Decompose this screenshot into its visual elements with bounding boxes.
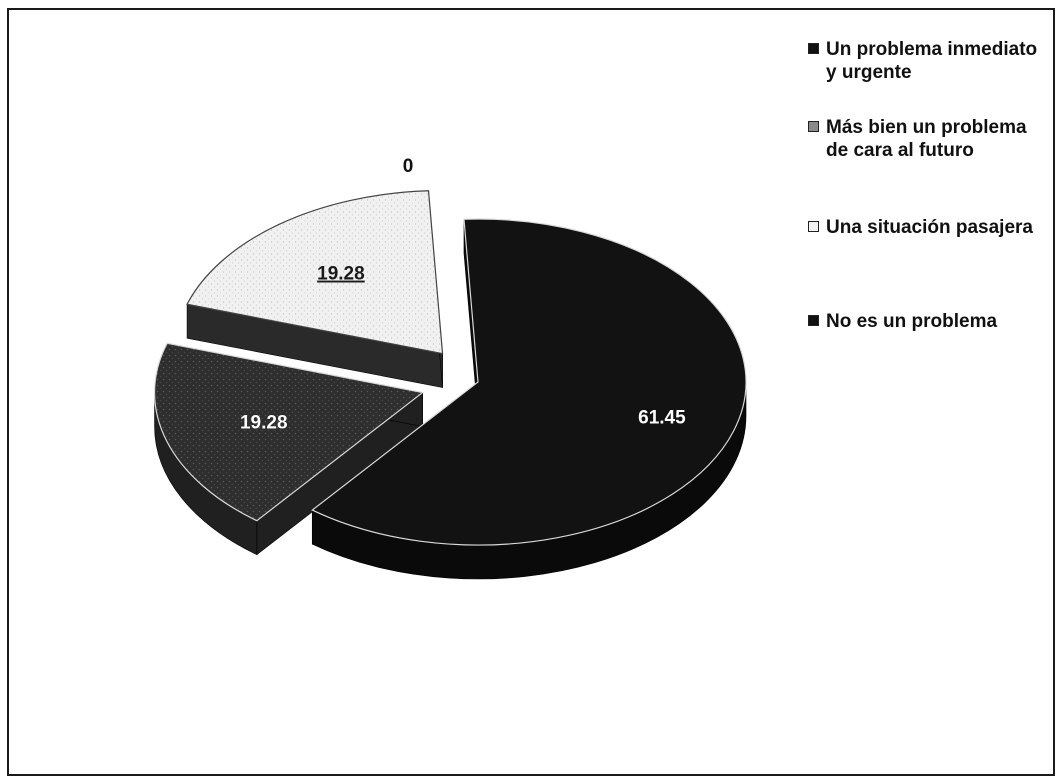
legend-label-inmediato: Un problema inmediato y urgente [826, 39, 1038, 83]
legend-swatch-futuro [808, 121, 819, 132]
legend-label-no-problema: No es un problema [826, 311, 998, 332]
legend-swatch-inmediato [808, 43, 819, 54]
label-no-problema: 0 [403, 156, 414, 177]
legend-item-no-problema: No es un problema [808, 310, 1048, 333]
legend-swatch-pasajera [808, 221, 819, 232]
legend-swatch-no-problema [808, 315, 819, 326]
slice-inmediato [311, 218, 747, 546]
legend-label-futuro: Más bien un problema de cara al futuro [826, 117, 1027, 161]
legend-label-pasajera: Una situación pasajera [826, 217, 1033, 238]
label-inmediato: 61.45 [638, 407, 686, 428]
label-pasajera: 19.28 [317, 264, 365, 285]
legend-item-pasajera: Una situación pasajera [808, 216, 1048, 239]
legend-item-inmediato: Un problema inmediato y urgente [808, 38, 1048, 84]
pie-labels: 61.45 19.28 19.28 0 [240, 156, 687, 434]
pie-tops [153, 190, 747, 546]
label-futuro: 19.28 [240, 412, 288, 433]
legend-item-futuro: Más bien un problema de cara al futuro [808, 116, 1048, 162]
slice-pasajera [186, 190, 444, 355]
slice-futuro [153, 342, 424, 522]
